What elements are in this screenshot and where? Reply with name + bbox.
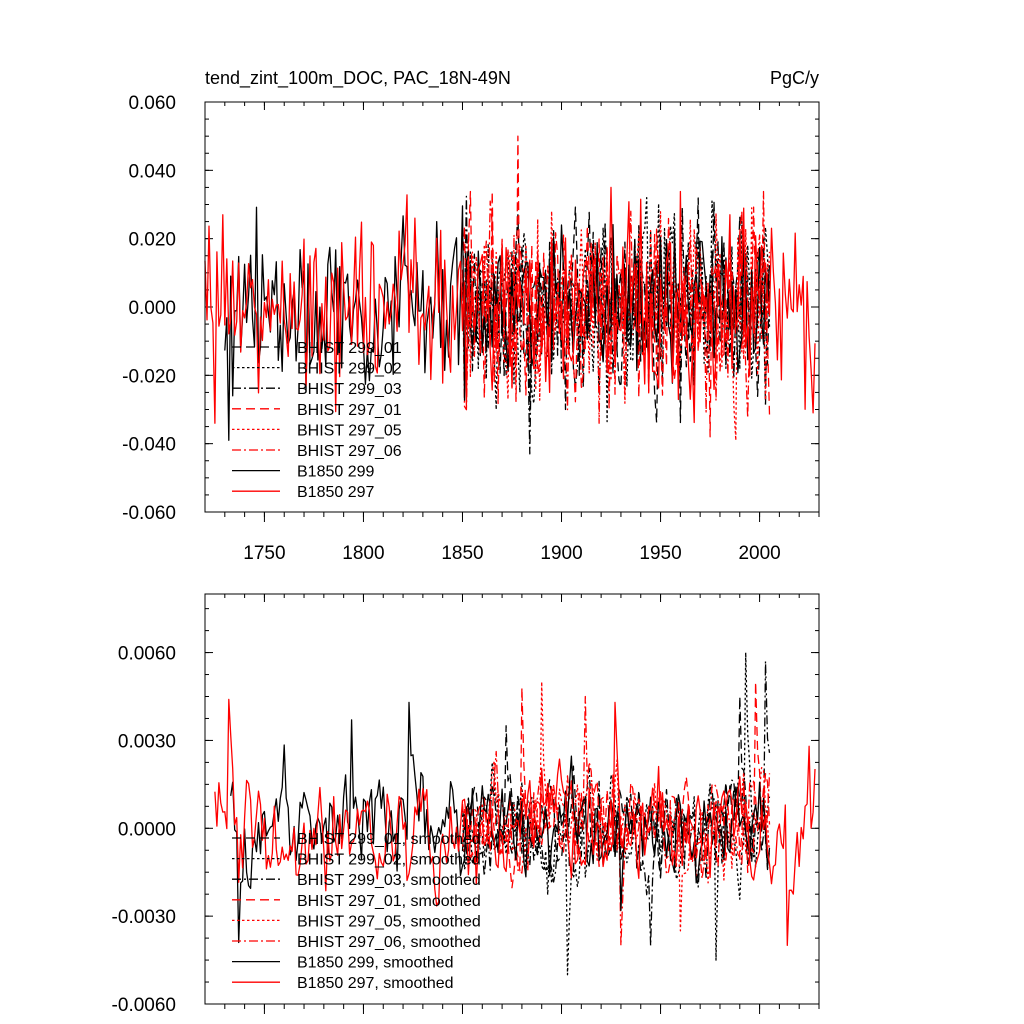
series-line — [461, 681, 771, 889]
legend-label: BHIST 297_05, smoothed — [297, 913, 481, 930]
y-tick-label: 0.040 — [128, 161, 176, 182]
y-tick-label: -0.040 — [122, 435, 176, 456]
bottom-series — [214, 651, 816, 976]
x-tick-label: 1900 — [540, 543, 582, 564]
legend-label: BHIST 297_06 — [297, 443, 402, 460]
top-series — [204, 135, 816, 455]
legend-label: B1850 297, smoothed — [297, 975, 454, 992]
series-line — [214, 698, 816, 947]
chart-title: tend_zint_100m_DOC, PAC_18N-49N — [205, 68, 511, 89]
legend-label: B1850 299, smoothed — [297, 955, 454, 972]
y-tick-label: -0.060 — [122, 503, 176, 524]
legend-label: BHIST 299_02 — [297, 361, 402, 378]
series-line — [461, 681, 771, 932]
top-axes: -0.060 -0.040 -0.020 0.000 0.020 0.040 0.060 17… — [122, 93, 820, 564]
series-line — [461, 135, 771, 438]
y-tick-label: 0.020 — [128, 230, 176, 251]
y-tick-label: -0.0060 — [112, 995, 176, 1016]
x-tick-label: 1850 — [441, 543, 483, 564]
legend-label: BHIST 299_03 — [297, 381, 402, 398]
bottom-plot-frame — [204, 593, 820, 1005]
y-tick-label: 0.060 — [128, 93, 176, 114]
x-tick-label: 2000 — [738, 543, 780, 564]
legend-label: BHIST 299_03, smoothed — [297, 872, 481, 889]
y-tick-label: 0.0060 — [118, 644, 176, 665]
y-tick-label: 0.000 — [128, 298, 176, 319]
legend-label: B1850 299 — [297, 464, 375, 481]
x-tick-label: 1950 — [639, 543, 681, 564]
legend-label: BHIST 297_01 — [297, 402, 402, 419]
y-tick-label: 0.0000 — [118, 819, 176, 840]
series-line — [230, 701, 771, 944]
top-chart: tend_zint_100m_DOC, PAC_18N-49N PgC/y -0… — [122, 68, 820, 564]
bottom-chart: -0.0060 -0.0030 0.0000 0.0030 0.0060 BHIST 2… — [112, 593, 820, 1016]
y-tick-label: 0.0030 — [118, 731, 176, 752]
series-line — [461, 695, 771, 947]
legend-label: BHIST 297_06, smoothed — [297, 934, 481, 951]
legend-label: BHIST 299_01, smoothed — [297, 831, 481, 848]
x-tick-label: 1800 — [342, 543, 384, 564]
y-tick-label: -0.0030 — [112, 907, 176, 928]
top-plot-frame — [204, 101, 820, 513]
series-line — [204, 186, 816, 424]
series-line — [461, 190, 770, 424]
x-tick-label: 1750 — [243, 543, 285, 564]
top-legend: BHIST 299_01 BHIST 299_02 BHIST 299_03 BHIS… — [232, 340, 402, 501]
chart-units: PgC/y — [770, 68, 819, 88]
legend-label: BHIST 297_05 — [297, 422, 402, 439]
legend-label: B1850 297 — [297, 484, 375, 501]
bottom-axes: -0.0060 -0.0030 0.0000 0.0030 0.0060 — [112, 594, 820, 1016]
legend-label: BHIST 299_02, smoothed — [297, 852, 481, 869]
bottom-legend: BHIST 299_01, smoothed BHIST 299_02, smoo… — [232, 831, 481, 992]
y-tick-label: -0.020 — [122, 366, 176, 387]
legend-label: BHIST 297_01, smoothed — [297, 893, 481, 910]
legend-label: BHIST 299_01 — [297, 340, 402, 357]
